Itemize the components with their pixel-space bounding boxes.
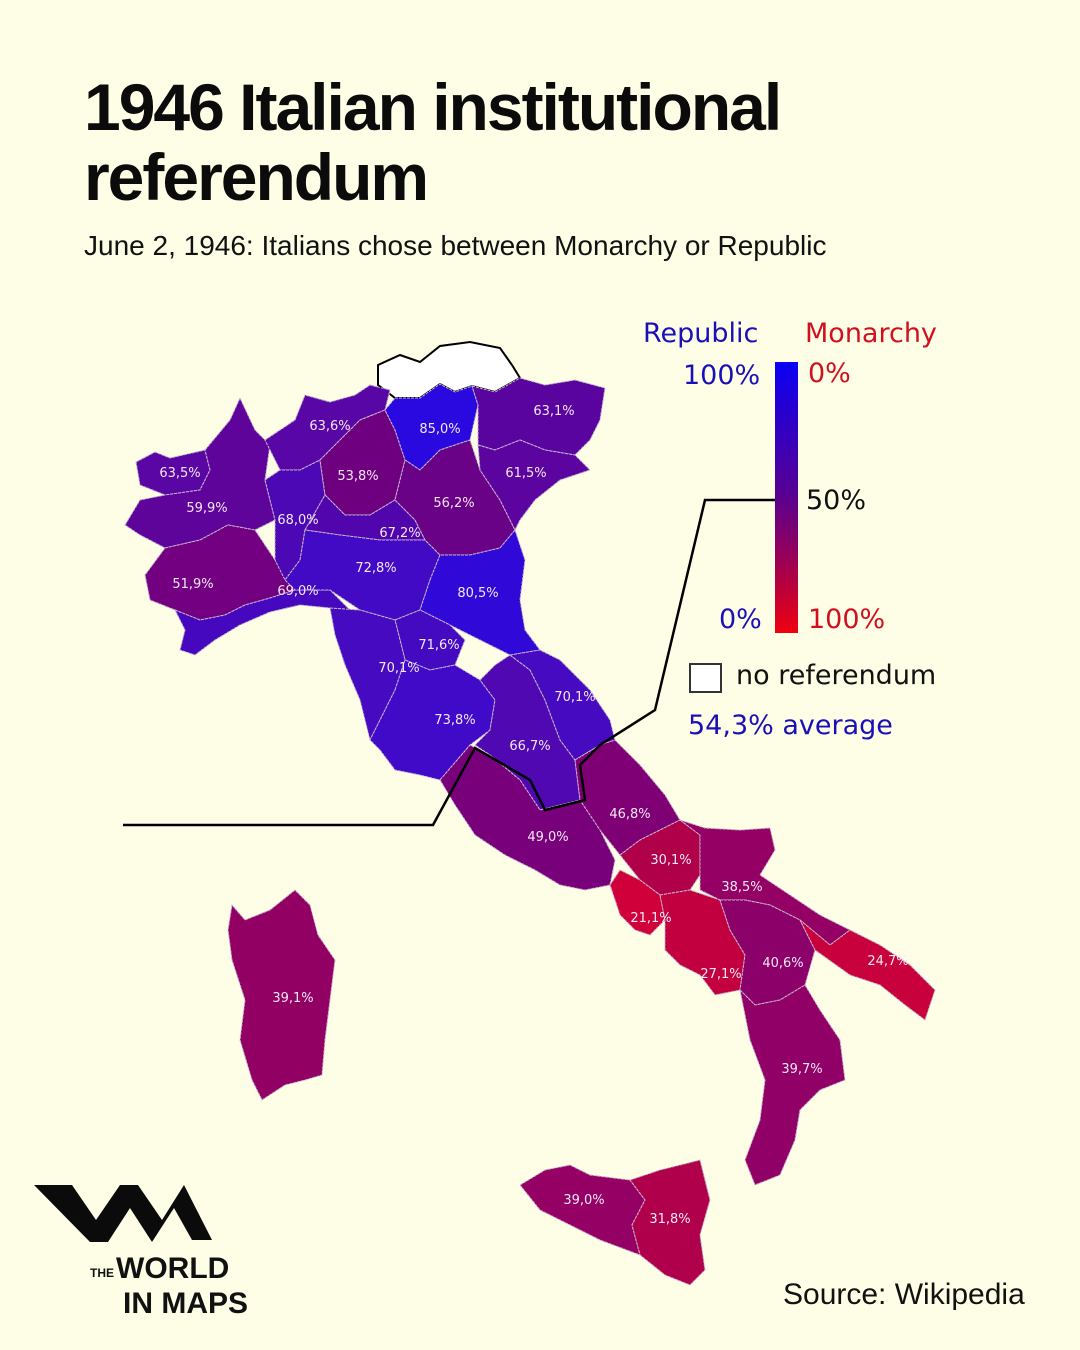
region-label: 30,1% [650,853,691,868]
region-label: 61,5% [505,466,546,481]
region-14 [419,528,541,656]
region-label: 73,8% [434,713,475,728]
legend-republic-top: 100% [683,360,761,391]
region-label: 59,9% [186,501,227,516]
region-label: 66,7% [509,739,550,754]
region-28 [739,984,846,1186]
region-label: 63,1% [533,404,574,419]
region-label: 70,1% [554,690,595,705]
region-12 [471,377,606,456]
brand-the: THE [90,1266,114,1280]
legend-mid: 50% [806,485,867,516]
region-label: 56,2% [433,496,474,511]
region-label: 40,6% [762,956,803,971]
region-label: 38,5% [721,880,762,895]
brand-line2: IN MAPS [123,1287,249,1320]
region-29 [227,889,336,1101]
legend-color-scale [775,362,798,633]
region-19 [508,649,616,761]
region-label: 49,0% [527,830,568,845]
region-label: 21,1% [630,911,671,926]
region-label: 53,8% [337,469,378,484]
brand-name: THEWORLD IN MAPS [90,1254,248,1324]
region-20 [439,744,616,891]
region-label: 27,1% [700,967,741,982]
region-label: 71,6% [418,638,459,653]
region-label: 69,0% [277,584,318,599]
region-label: 80,5% [457,586,498,601]
subtitle: June 2, 1946: Italians chose between Mon… [84,230,827,261]
region-21 [574,739,681,856]
region-31 [629,1159,711,1286]
region-label: 67,2% [379,526,420,541]
region-25 [659,889,746,996]
legend-monarchy-label: Monarchy [805,318,937,349]
region-9 [284,529,441,621]
region-13 [477,439,591,532]
region-label: 39,1% [272,991,313,1006]
region-label: 72,8% [355,561,396,576]
legend-no-referendum: no referendum [736,660,937,691]
region-label: 39,0% [563,1193,604,1208]
region-label: 51,9% [172,577,213,592]
region-label: 39,7% [781,1062,822,1077]
legend-no-referendum-swatch [689,663,722,693]
brand-line1: WORLD [116,1252,230,1285]
region-label: 85,0% [419,422,460,437]
legend-republic-label: Republic [643,318,759,349]
region-label: 63,6% [309,419,350,434]
region-27 [799,919,936,1021]
region-label: 70,1% [378,661,419,676]
source-credit: Source: Wikipedia [783,1278,1025,1311]
region-label: 63,5% [159,466,200,481]
world-in-maps-logo-icon [34,1185,212,1242]
legend-average: 54,3% average [688,710,893,741]
region-label: 46,8% [609,807,650,822]
legend-monarchy-bottom: 100% [808,604,886,635]
region-label: 24,7% [867,954,908,969]
legend-republic-bottom: 0% [719,604,762,635]
legend-monarchy-top: 0% [808,358,851,389]
page-title: 1946 Italian institutional referendum [84,70,782,214]
region-30 [519,1164,646,1256]
region-label: 31,8% [649,1212,690,1227]
region-label: 68,0% [277,513,318,528]
